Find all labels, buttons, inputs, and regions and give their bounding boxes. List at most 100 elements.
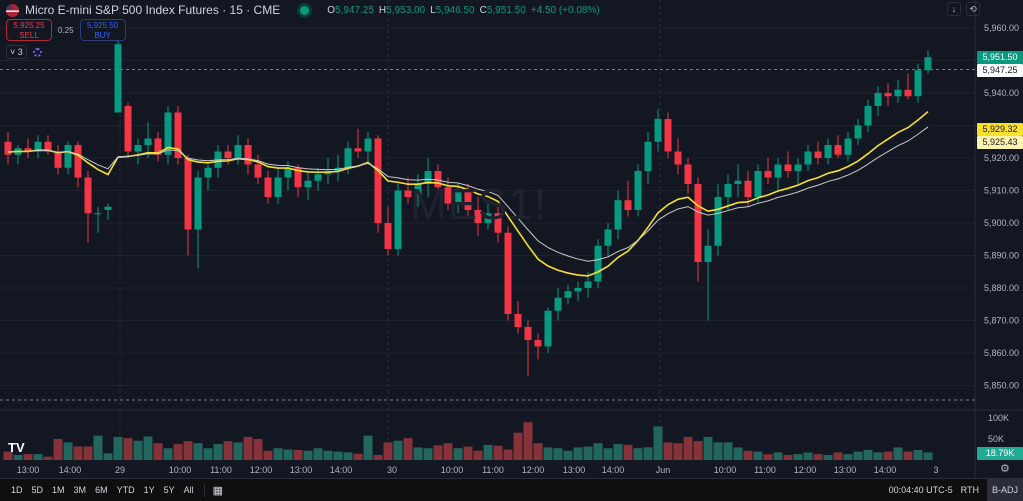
volume-bar bbox=[133, 440, 143, 460]
volume-bar bbox=[363, 435, 373, 460]
range-6m[interactable]: 6M bbox=[95, 485, 108, 495]
market-open-icon bbox=[300, 5, 310, 15]
volume-bar bbox=[633, 448, 643, 460]
volume-bar bbox=[693, 441, 703, 460]
volume-bar bbox=[263, 450, 273, 460]
volume-bar bbox=[443, 443, 453, 460]
candle-body bbox=[314, 174, 322, 181]
go-to-date-icon[interactable]: ▦ bbox=[203, 483, 223, 497]
sell-button[interactable]: 5,925.25 SELL bbox=[6, 19, 52, 41]
candle-body bbox=[834, 145, 842, 155]
candle-body bbox=[774, 164, 782, 178]
volume-bar bbox=[663, 442, 673, 460]
volume-bar bbox=[253, 439, 263, 460]
price-tick-label: 5,860.00 bbox=[984, 348, 1019, 358]
volume-bar bbox=[823, 454, 833, 460]
candle-body bbox=[574, 288, 582, 292]
range-1d[interactable]: 1D bbox=[11, 485, 23, 495]
volume-bar bbox=[723, 442, 733, 460]
volume-bar bbox=[783, 454, 793, 460]
volume-bar bbox=[913, 449, 923, 460]
ma2-line bbox=[7, 126, 929, 262]
symbol-title[interactable]: Micro E-mini S&P 500 Index Futures · 15 … bbox=[25, 3, 281, 17]
time-tick-label: 11:00 bbox=[754, 465, 776, 475]
candle-body bbox=[764, 171, 772, 178]
range-5y[interactable]: 5Y bbox=[163, 485, 175, 495]
loading-icon bbox=[32, 47, 42, 57]
volume-bar bbox=[43, 456, 53, 460]
range-all[interactable]: All bbox=[183, 485, 194, 495]
time-tick-label: 11:00 bbox=[210, 465, 232, 475]
buy-button[interactable]: 5,925.50 BUY bbox=[79, 19, 126, 41]
chart-top-buttons: ↓ ⟲ bbox=[947, 2, 980, 16]
settings-gear-icon[interactable]: ⚙ bbox=[1000, 463, 1010, 475]
reset-scale-icon[interactable]: ⟲ bbox=[966, 2, 980, 16]
session-button[interactable]: RTH bbox=[960, 485, 979, 495]
volume-bar bbox=[683, 436, 693, 460]
sell-price: 5,925.25 bbox=[13, 21, 45, 30]
sell-label: SELL bbox=[19, 31, 39, 40]
low-value: 5,946.50 bbox=[435, 4, 475, 16]
ohlc-values: O5,947.25 H5,953.00 L5,946.50 C5,951.50 … bbox=[327, 4, 600, 16]
volume-bar bbox=[813, 454, 823, 460]
time-tick-label: 14:00 bbox=[330, 465, 353, 475]
candle-body bbox=[874, 93, 882, 106]
volume-bar bbox=[53, 439, 63, 460]
candle-body bbox=[444, 187, 452, 204]
volume-bar bbox=[243, 436, 253, 460]
candle-body bbox=[534, 340, 542, 347]
volume-bar bbox=[573, 447, 583, 460]
adjustment-button[interactable]: B-ADJ bbox=[986, 479, 1023, 501]
volume-bar bbox=[603, 448, 613, 460]
ma1-label: 5,929.32 bbox=[977, 123, 1023, 136]
candle-body bbox=[924, 57, 932, 71]
range-ytd[interactable]: YTD bbox=[116, 485, 135, 495]
indicators-collapse-button[interactable]: ˅ 3 bbox=[6, 45, 27, 59]
scroll-to-latest-icon[interactable]: ↓ bbox=[947, 2, 961, 16]
high-value: 5,953.00 bbox=[386, 4, 426, 16]
candle-body bbox=[74, 145, 82, 178]
volume-bar bbox=[323, 450, 333, 460]
volume-bar bbox=[63, 442, 73, 460]
candle-body bbox=[4, 141, 12, 155]
volume-last-label: 18.79K bbox=[977, 447, 1023, 460]
volume-bar bbox=[833, 452, 843, 460]
candle-body bbox=[144, 138, 152, 145]
volume-bar bbox=[743, 450, 753, 460]
time-tick-label: 10:00 bbox=[169, 465, 192, 475]
candle-body bbox=[644, 141, 652, 171]
volume-bar bbox=[923, 452, 933, 460]
volume-bar bbox=[703, 436, 713, 460]
volume-bar bbox=[413, 447, 423, 460]
volume-bar bbox=[623, 444, 633, 460]
volume-bar bbox=[493, 445, 503, 460]
range-3m[interactable]: 3M bbox=[73, 485, 87, 495]
volume-bar bbox=[193, 443, 203, 460]
candle-body bbox=[284, 167, 292, 178]
volume-bar bbox=[343, 452, 353, 460]
buy-price: 5,925.50 bbox=[87, 21, 119, 30]
volume-bar bbox=[433, 445, 443, 460]
candle-body bbox=[454, 190, 462, 204]
candle-body bbox=[504, 232, 512, 314]
price-chart[interactable]: 5,960.00 5,940.00 5,920.00 5,910.00 5,900.00… bbox=[0, 0, 1023, 478]
candle-body bbox=[524, 327, 532, 340]
indicators-toggle: ˅ 3 bbox=[6, 45, 42, 59]
time-tick-label: 12:00 bbox=[522, 465, 545, 475]
candle-body bbox=[664, 119, 672, 152]
clock[interactable]: 00:04:40 UTC-5 bbox=[888, 485, 953, 495]
volume-bar bbox=[373, 454, 383, 460]
time-tick-label: 3 bbox=[933, 465, 938, 475]
volume-bar bbox=[73, 446, 83, 460]
candle-body bbox=[44, 141, 52, 152]
tradingview-logo[interactable]: TV bbox=[8, 440, 25, 455]
candle-body bbox=[474, 210, 482, 223]
candle-body bbox=[724, 184, 732, 197]
range-5d[interactable]: 5D bbox=[31, 485, 44, 495]
volume-bar bbox=[503, 449, 513, 460]
candle-body bbox=[734, 180, 742, 184]
range-1y[interactable]: 1Y bbox=[143, 485, 155, 495]
volume-bar bbox=[543, 447, 553, 460]
us-flag-icon bbox=[6, 3, 19, 17]
range-1m[interactable]: 1M bbox=[52, 485, 65, 495]
